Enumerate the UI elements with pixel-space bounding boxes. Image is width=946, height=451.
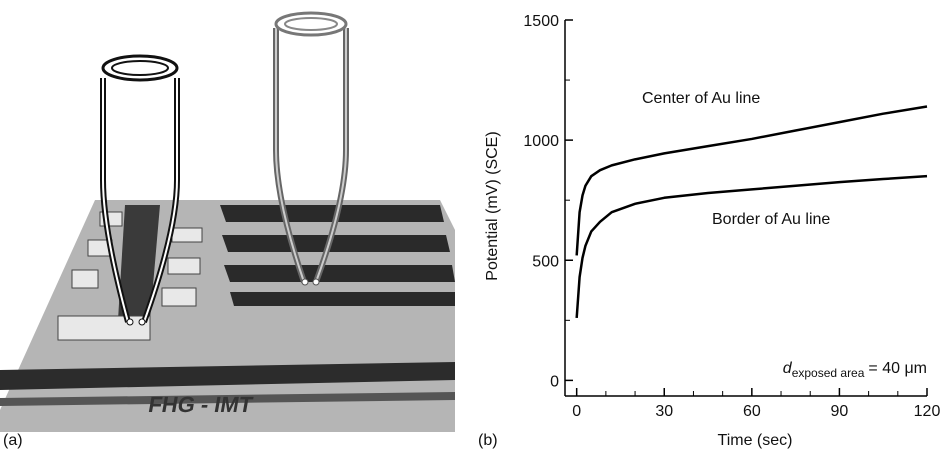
x-tick-label: 120 [914,403,941,420]
series-line [575,105,928,256]
panel-label: (b) [478,432,498,449]
series-label: Center of Au line [642,90,760,107]
panel-label: (a) [3,432,23,449]
y-axis-label: Potential (mV) (SCE) [484,131,501,280]
x-axis-label: Time (sec) [718,432,793,449]
series-label: Border of Au line [712,211,830,228]
x-tick-label: 90 [831,403,849,420]
x-tick-label: 30 [655,403,673,420]
svg-text:FHG - IMT: FHG - IMT [146,392,255,417]
y-tick-label: 1500 [523,13,559,30]
y-tick-label: 1000 [523,133,559,150]
y-tick-label: 0 [550,373,559,390]
annotation: dexposed area = 40 μm [783,360,927,380]
x-tick-label: 0 [572,403,581,420]
photo: FHG - IMT [0,11,455,432]
annotation-symbol: d [783,360,793,377]
y-tick-label: 500 [532,253,559,270]
series-line [575,174,928,319]
annotation-subscript: exposed area [792,366,865,380]
annotation-text: = 40 μm [868,360,927,377]
x-tick-label: 60 [743,403,761,420]
